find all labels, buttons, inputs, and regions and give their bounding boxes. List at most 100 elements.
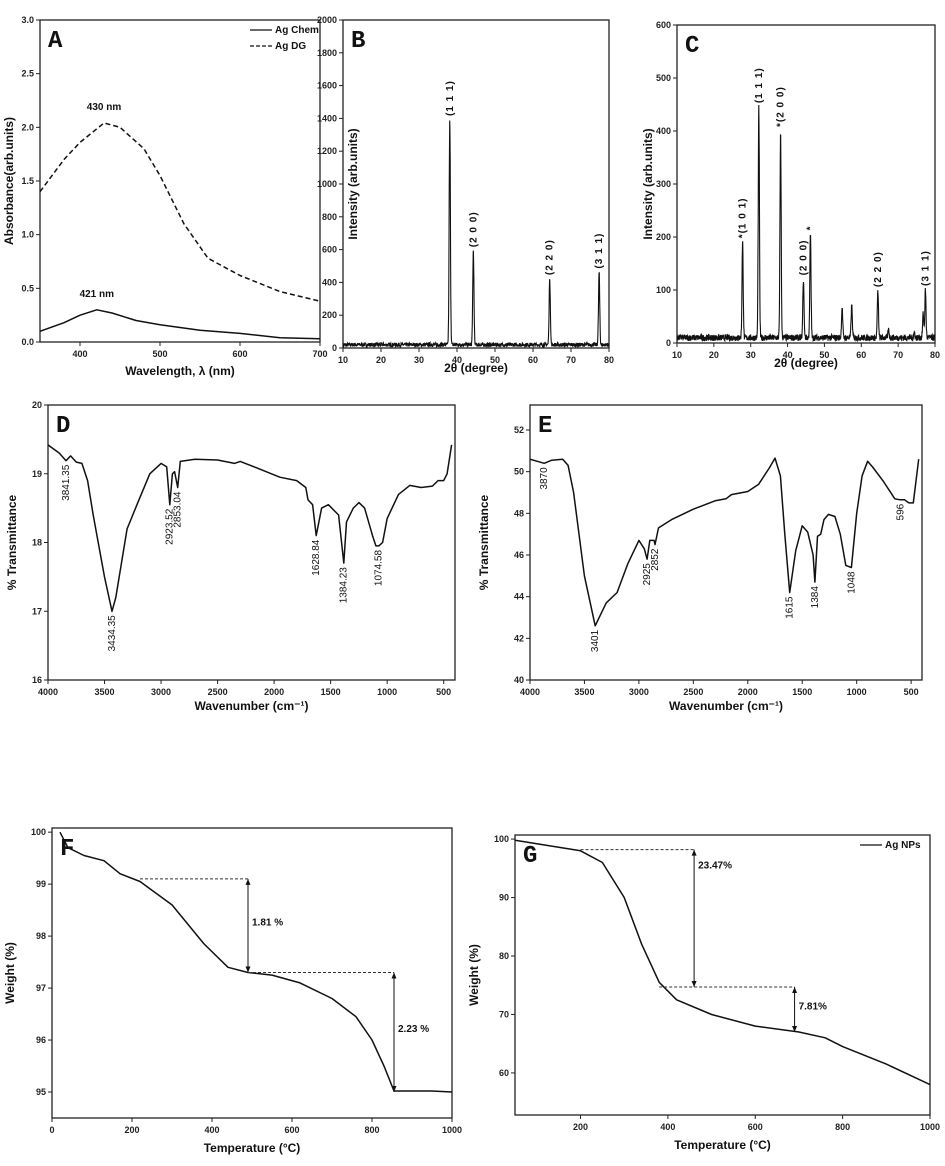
peak-label: 3401 <box>590 629 601 652</box>
weight-loss-label: 1.81 % <box>252 918 283 929</box>
plot-frame <box>342 19 610 349</box>
panel-e: E 4000 3500 3000 2500 2000 1500 1000 500 40 42 44 46… <box>477 404 923 713</box>
y-tick-label: 40 <box>514 675 524 685</box>
y-axis-label: Weight (%) <box>467 944 481 1006</box>
x-tick-label: 50 <box>819 350 829 360</box>
x-tick-label: 80 <box>604 355 614 365</box>
x-tick-label: 80 <box>930 350 940 360</box>
peak-label: * <box>805 225 816 230</box>
peak-label: (2 2 0) <box>873 251 884 287</box>
panel-f: F 0 200 400 600 800 1000 95 96 97 98 99 100 Temperatu… <box>3 827 462 1155</box>
y-tick-label: 100 <box>494 834 509 844</box>
y-tick-label: 95 <box>36 1087 46 1097</box>
peak-label: 1384 <box>810 586 821 609</box>
plot-frame <box>529 404 923 681</box>
legend-label: Ag NPs <box>885 840 921 851</box>
peak-label: 2853.04 <box>173 491 184 528</box>
y-tick-label: 2000 <box>317 15 337 25</box>
y-tick-label: 60 <box>499 1068 509 1078</box>
x-tick-label: 50 <box>490 355 500 365</box>
y-tick-label: 100 <box>656 285 671 295</box>
legend-label: Ag DG <box>275 41 306 52</box>
x-tick-label: 500 <box>436 687 451 697</box>
y-tick-label: 1000 <box>317 179 337 189</box>
y-tick-label: 80 <box>499 951 509 961</box>
y-tick-label: 200 <box>656 232 671 242</box>
x-axis-label: Temperature (°C) <box>204 1141 301 1155</box>
peak-label: 3870 <box>539 467 550 490</box>
y-tick-label: 1.0 <box>21 230 34 240</box>
series-line <box>59 831 452 1093</box>
x-tick-label: 10 <box>338 355 348 365</box>
y-tick-label: 3.0 <box>21 15 34 25</box>
x-tick-label: 70 <box>893 350 903 360</box>
y-tick-label: 42 <box>514 633 524 643</box>
peak-label: 596 <box>896 503 907 520</box>
xrd-pattern <box>677 104 935 343</box>
x-axis-label: 2θ (degree) <box>444 361 508 375</box>
weight-loss-label: 2.23 % <box>398 1024 429 1035</box>
y-tick-label: 44 <box>514 592 524 602</box>
x-tick-label: 20 <box>376 355 386 365</box>
series-line-ag-chem <box>40 309 320 340</box>
peak-label: 1615 <box>785 596 796 619</box>
y-tick-label: 17 <box>32 606 42 616</box>
y-tick-label: 800 <box>322 212 337 222</box>
panel-b: B10 20 30 40 50 60 70 8002004006008001000120014… <box>317 15 614 375</box>
y-tick-label: 0 <box>332 343 337 353</box>
panel-a: A 400 500 600 700 0.0 0.5 1.0 1.5 2.0 2.5 3.0 Wavele… <box>2 15 328 378</box>
panel-letter: D <box>56 413 70 440</box>
x-tick-label: 40 <box>452 355 462 365</box>
y-tick-label: 1600 <box>317 81 337 91</box>
x-tick-label: 60 <box>856 350 866 360</box>
x-tick-label: 200 <box>573 1122 588 1132</box>
y-tick-label: 1.5 <box>21 176 34 186</box>
series-line-ag-nps <box>515 839 930 1086</box>
panel-letter: B <box>351 28 365 55</box>
peak-label: 1048 <box>846 571 857 594</box>
y-tick-label: 300 <box>656 179 671 189</box>
peak-label: (3 1 1) <box>920 250 931 286</box>
y-tick-label: 52 <box>514 425 524 435</box>
x-tick-label: 20 <box>709 350 719 360</box>
x-tick-label: 3500 <box>574 687 594 697</box>
y-tick-label: 200 <box>322 310 337 320</box>
plot-area <box>343 120 609 348</box>
x-tick-label: 1000 <box>377 687 397 697</box>
y-tick-label: 400 <box>656 126 671 136</box>
panel-c: C 10 20 30 40 50 60 70 80 0 100 200 300 400 500 600 2θ (… <box>641 20 940 370</box>
panel-letter: F <box>60 836 74 863</box>
x-tick-label: 500 <box>152 349 167 359</box>
peak-label: 3434.35 <box>107 615 118 652</box>
y-tick-label: 18 <box>32 538 42 548</box>
x-tick-label: 2000 <box>738 687 758 697</box>
x-axis-label: Wavelength, λ (nm) <box>125 364 235 378</box>
x-tick-label: 2000 <box>264 687 284 697</box>
weight-loss-label: 23.47% <box>698 860 732 871</box>
x-axis-label: 2θ (degree) <box>774 356 838 370</box>
x-tick-label: 30 <box>414 355 424 365</box>
peak-label: 2925 <box>642 563 653 586</box>
legend-label: Ag Chem <box>275 25 319 36</box>
x-tick-label: 40 <box>783 350 793 360</box>
x-tick-label: 3000 <box>151 687 171 697</box>
peak-label: (1 1 1) <box>445 80 456 116</box>
x-tick-label: 2500 <box>208 687 228 697</box>
peak-label: *(2 0 0) <box>776 86 787 127</box>
y-axis-label: % Transmittance <box>5 494 19 590</box>
y-tick-label: 98 <box>36 931 46 941</box>
peak-label: (2 2 0) <box>545 239 556 275</box>
y-tick-label: 48 <box>514 508 524 518</box>
x-axis-label: Wavenumber (cm⁻¹) <box>669 699 783 713</box>
y-axis-label: Absorbance(arb.units) <box>2 117 16 245</box>
plot-area <box>40 122 320 340</box>
peak-label: 1384.23 <box>339 567 350 604</box>
y-axis-label: Weight (%) <box>3 942 17 1004</box>
x-tick-label: 200 <box>124 1125 139 1135</box>
x-tick-label: 4000 <box>520 687 540 697</box>
x-tick-label: 30 <box>746 350 756 360</box>
x-tick-label: 3000 <box>629 687 649 697</box>
peak-label: (2 0 0) <box>798 239 809 275</box>
panel-letter: C <box>685 33 699 60</box>
